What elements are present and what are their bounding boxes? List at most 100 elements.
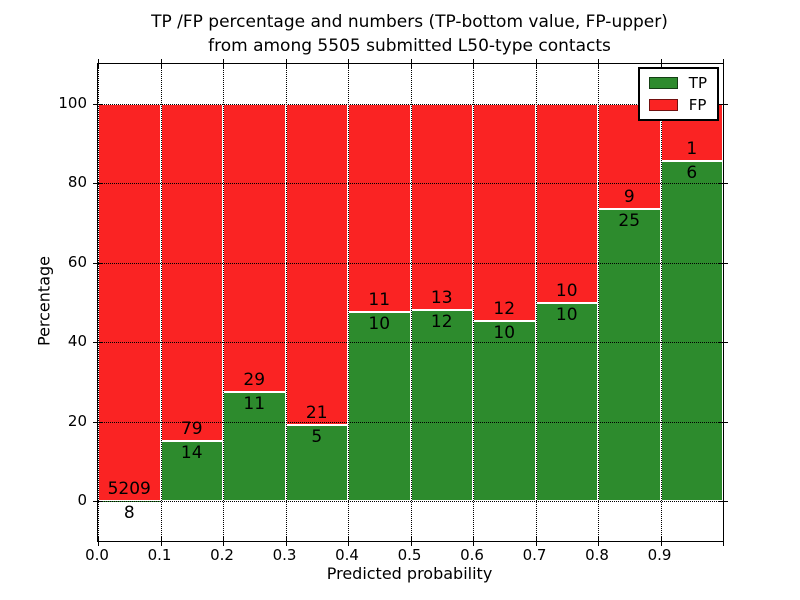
fp-count-label: 13 (430, 288, 453, 309)
x-tick-mark (160, 59, 162, 68)
tp-count-label: 10 (368, 313, 391, 334)
fp-count-label: 11 (368, 289, 391, 310)
bar-segment-fp (348, 103, 411, 312)
x-tick-mark (410, 537, 412, 546)
y-tick-label: 40 (67, 332, 87, 351)
chart-title-line2: from among 5505 submitted L50-type conta… (208, 36, 611, 56)
tp-count-label: 10 (555, 304, 578, 325)
x-tick-mark (660, 537, 662, 546)
legend-item: TP (648, 74, 707, 92)
bar-segment-tp (410, 310, 473, 502)
y-tick-label: 80 (67, 173, 87, 192)
fp-count-label: 9 (623, 186, 635, 207)
tp-count-label: 10 (493, 322, 516, 343)
y-tick-mark (93, 103, 102, 105)
bar-segment-tp (285, 424, 348, 502)
fp-count-label: 10 (555, 280, 578, 301)
x-tick-mark (660, 59, 662, 68)
plot-area: TP FP 5209 8 79 14 29 11 21 5 11 10 13 12 12 10 10 10 9 25… (93, 59, 728, 546)
fp-count-label: 1 (686, 138, 698, 159)
x-tick-label: 0.5 (397, 546, 422, 564)
gridline-vertical (598, 64, 599, 541)
bar-segment-fp (160, 103, 223, 442)
x-tick-mark (473, 59, 474, 68)
legend: TP FP (637, 67, 719, 121)
bar-segment-tp (473, 320, 536, 502)
fp-count-label: 79 (180, 419, 203, 440)
bar-segment-tp (348, 311, 411, 502)
x-tick-label: 0.2 (210, 546, 234, 564)
bar-segment-fp (473, 103, 536, 321)
fp-count-label: 21 (305, 402, 328, 423)
x-tick-mark (285, 59, 287, 68)
tp-count-label: 12 (430, 312, 453, 333)
x-tick-label: 0.9 (647, 546, 672, 564)
x-tick-label: 0.6 (460, 546, 484, 564)
legend-swatch-fp (648, 99, 678, 111)
y-tick-mark (93, 342, 102, 344)
x-tick-mark (598, 59, 599, 68)
y-tick-mark (719, 501, 728, 503)
bar-segment-tp (98, 500, 161, 502)
bar-segment-tp (660, 160, 723, 502)
x-tick-label: 0.4 (335, 546, 359, 564)
x-tick-mark (535, 59, 537, 68)
y-tick-label: 20 (67, 411, 87, 430)
gridline-vertical (660, 64, 662, 541)
x-tick-mark (160, 537, 162, 546)
gridline-vertical (535, 64, 537, 541)
gridline-vertical (160, 64, 162, 541)
chart-title: TP /FP percentage and numbers (TP-bottom… (97, 10, 722, 58)
y-tick-label: 100 (58, 93, 87, 112)
y-tick-mark (93, 421, 102, 423)
bar-segment-fp (98, 103, 161, 501)
x-tick-label: 0.0 (85, 546, 109, 564)
y-tick-mark (93, 183, 102, 185)
x-tick-mark (723, 537, 724, 546)
x-tick-mark (98, 59, 99, 68)
tp-count-label: 8 (123, 502, 135, 523)
tp-count-label: 25 (618, 210, 641, 231)
x-tick-mark (723, 59, 724, 68)
y-tick-label: 60 (67, 252, 87, 271)
gridline-vertical (348, 64, 349, 541)
gridline-vertical (285, 64, 287, 541)
bar-segment-fp (285, 103, 348, 425)
x-tick-mark (348, 537, 349, 546)
gridline-vertical (223, 64, 224, 541)
bar-segment-tp (535, 302, 598, 502)
x-tick-mark (348, 59, 349, 68)
y-tick-mark (93, 501, 102, 503)
tp-count-label: 11 (243, 393, 266, 414)
x-tick-label: 0.3 (272, 546, 297, 564)
legend-swatch-tp (648, 77, 678, 89)
gridline-vertical (723, 64, 724, 541)
tp-count-label: 14 (180, 443, 203, 464)
y-tick-mark (719, 262, 728, 264)
legend-item: FP (648, 96, 707, 114)
x-tick-mark (223, 59, 224, 68)
x-tick-mark (473, 537, 474, 546)
legend-label: TP (688, 74, 707, 92)
y-tick-label: 0 (77, 491, 87, 510)
y-tick-mark (719, 103, 728, 105)
y-tick-mark (93, 262, 102, 264)
x-axis-label: Predicted probability (326, 564, 493, 583)
x-tick-label: 0.8 (585, 546, 609, 564)
x-tick-mark (98, 537, 99, 546)
x-tick-label: 0.7 (522, 546, 547, 564)
x-tick-mark (410, 59, 412, 68)
bar-segment-tp (223, 391, 286, 502)
gridline-vertical (410, 64, 412, 541)
chart-title-line1: TP /FP percentage and numbers (TP-bottom… (151, 12, 668, 32)
x-tick-mark (598, 537, 599, 546)
fp-count-label: 5209 (107, 478, 151, 499)
x-tick-mark (285, 537, 287, 546)
legend-label: FP (688, 96, 707, 114)
bar-segment-fp (410, 103, 473, 311)
bar-segment-fp (535, 103, 598, 303)
x-tick-label: 0.1 (147, 546, 172, 564)
bar-segment-fp (223, 103, 286, 392)
x-tick-mark (535, 537, 537, 546)
